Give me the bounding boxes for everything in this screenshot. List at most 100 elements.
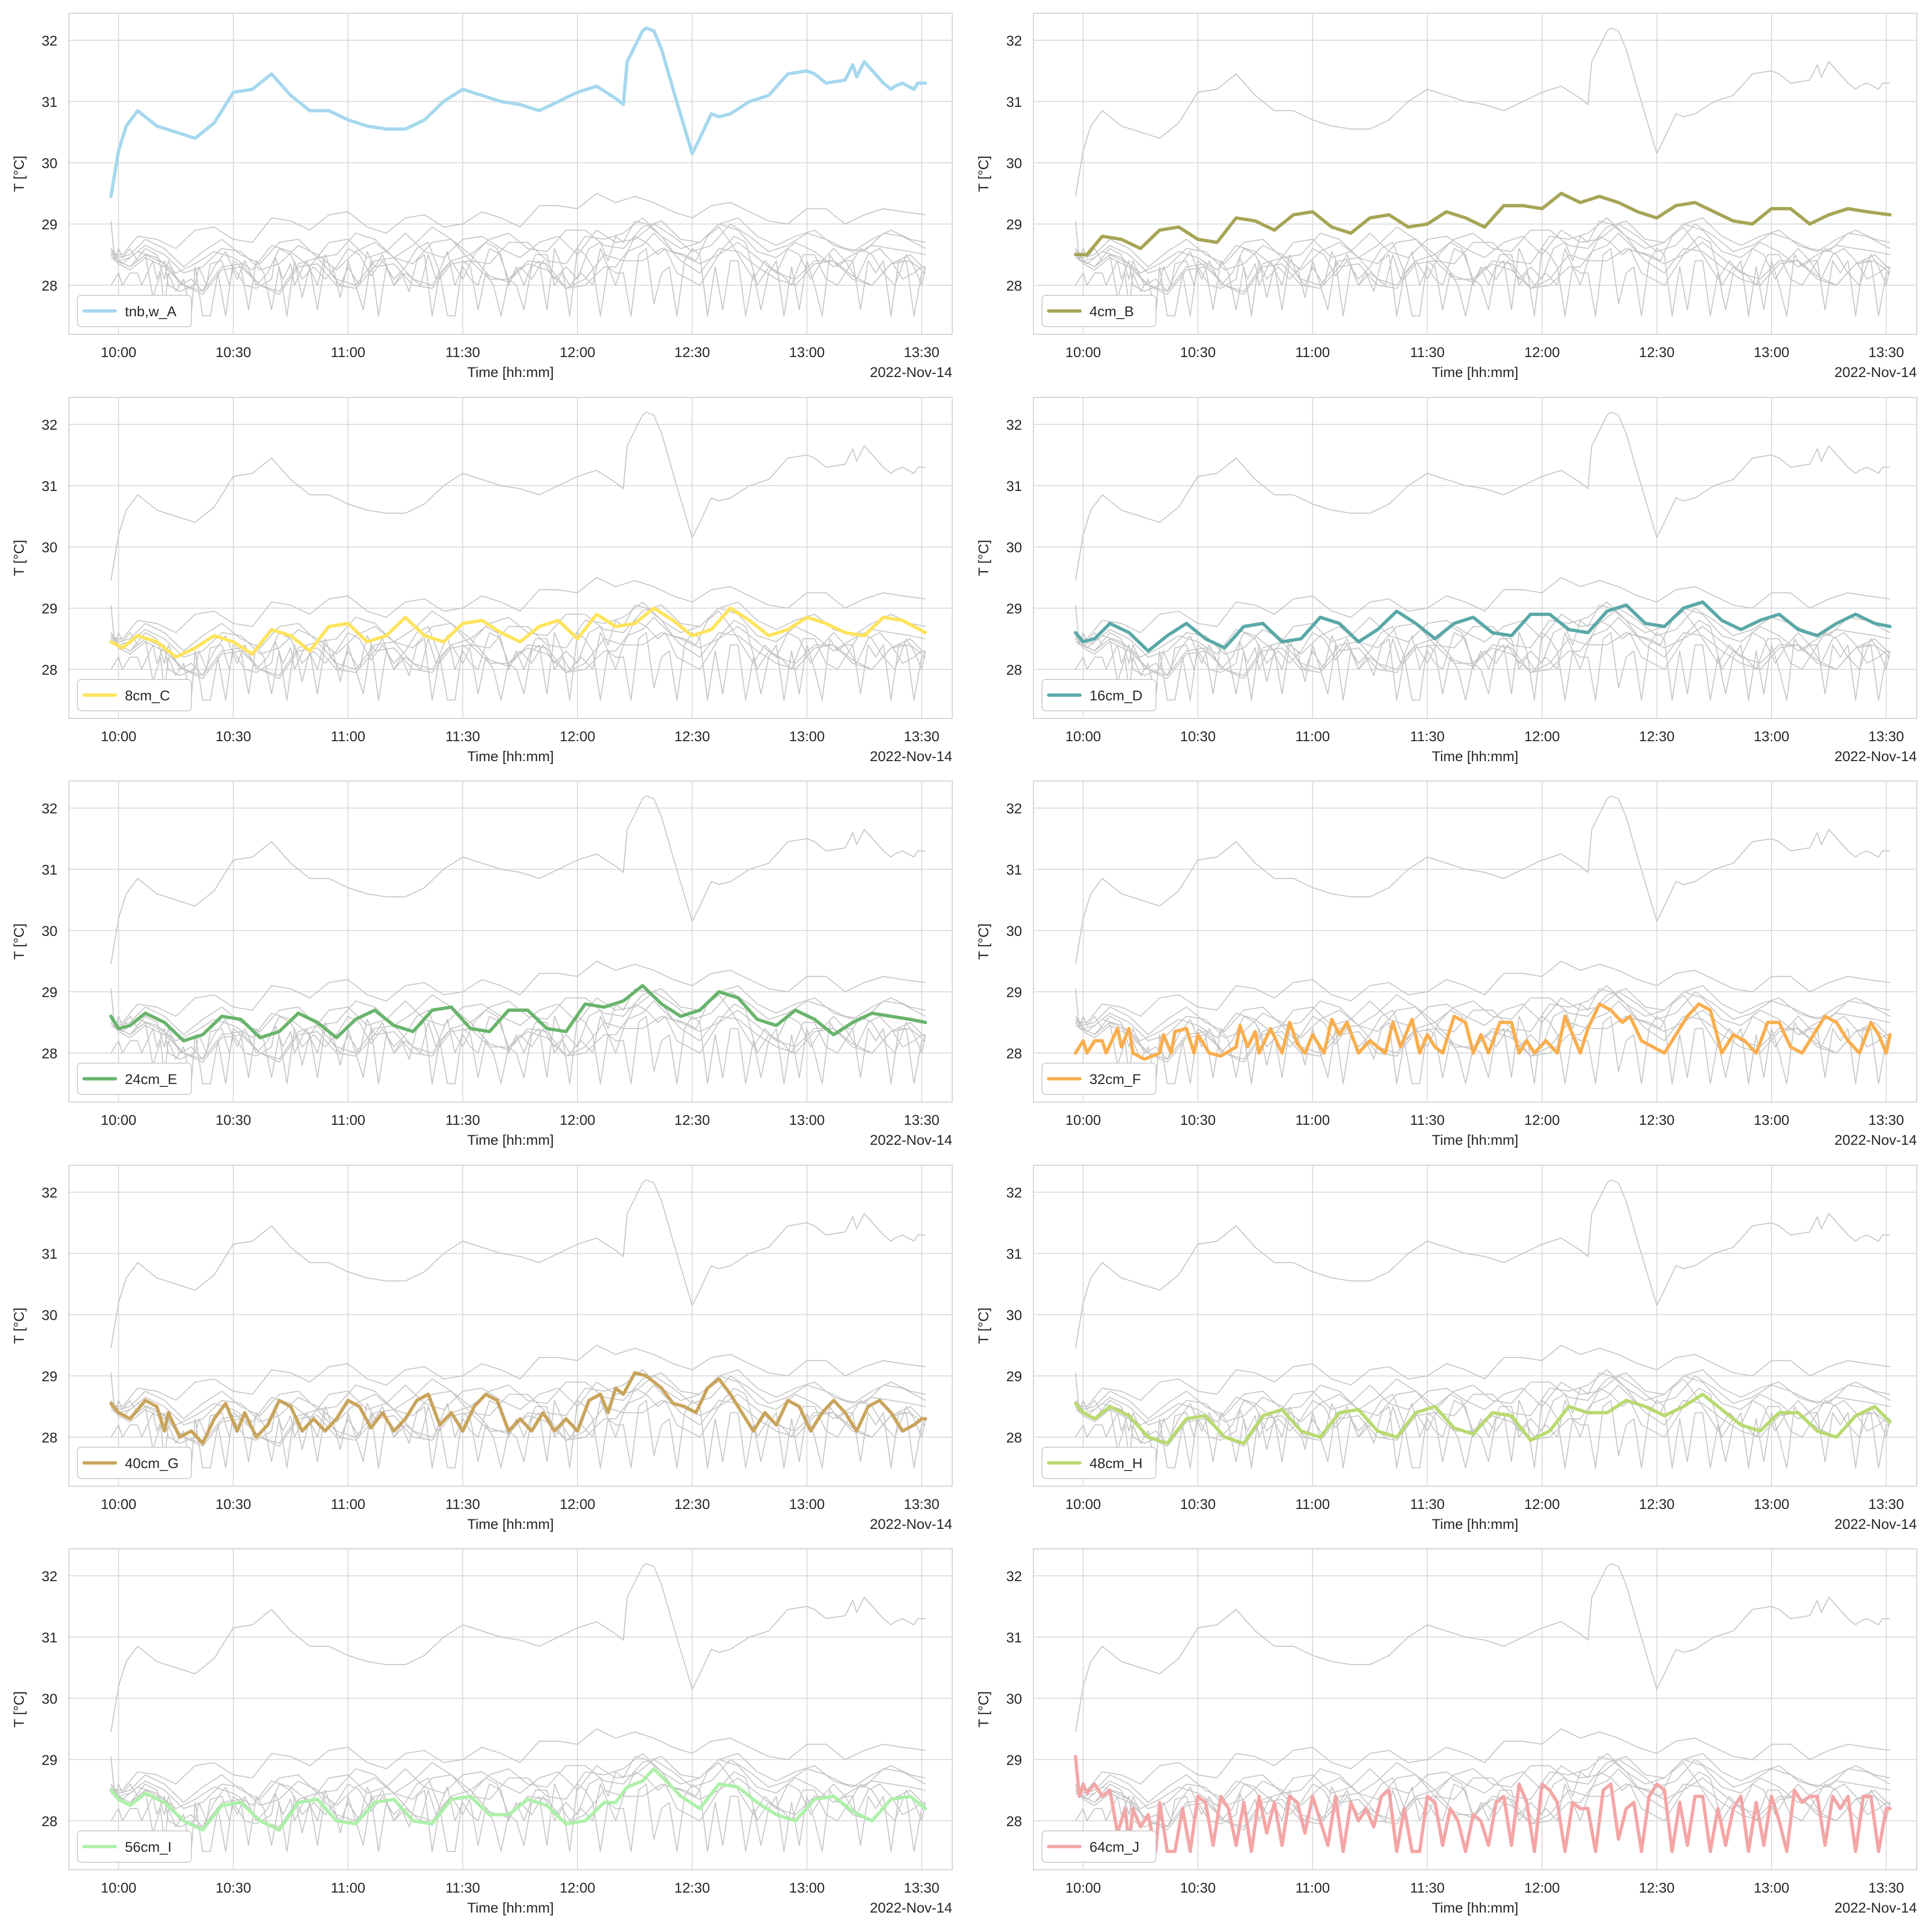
y-tick-label: 28 — [42, 278, 57, 294]
date-label: 2022-Nov-14 — [1835, 1900, 1917, 1916]
x-tick-label: 11:30 — [1410, 1497, 1445, 1512]
reference-line-8cm_C — [111, 991, 926, 1041]
y-tick-label: 32 — [42, 1185, 57, 1201]
x-tick-label: 11:00 — [331, 1880, 365, 1896]
x-tick-label: 10:30 — [216, 1112, 251, 1128]
legend-box — [77, 1063, 192, 1095]
series-line-32cm_F — [1074, 1002, 1892, 1061]
reference-line-tnb,w_A — [110, 795, 926, 964]
legend-label: 16cm_D — [1089, 688, 1143, 704]
plot-area — [68, 1548, 953, 1870]
x-axis-label: Time [hh:mm] — [1432, 1900, 1518, 1916]
plot-area — [1033, 397, 1917, 719]
reference-line-56cm_I — [110, 1385, 926, 1447]
reference-line-4cm_B — [1075, 961, 1890, 1023]
reference-line-40cm_G — [110, 988, 926, 1060]
y-tick-label: 30 — [1006, 1308, 1022, 1323]
legend-box — [1042, 1447, 1156, 1479]
x-tick-label: 13:00 — [1753, 729, 1789, 745]
reference-line-4cm_B — [111, 1728, 926, 1791]
subplot-8cm_C: 10:00 10:30 11:00 11:30 12:00 12:30 13:00 13:30… — [11, 397, 953, 764]
y-axis-label: T [°C] — [11, 540, 27, 576]
x-tick-label: 11:00 — [1295, 729, 1330, 745]
x-tick-label: 12:30 — [1639, 1497, 1675, 1512]
x-tick-label: 10:00 — [101, 1112, 136, 1128]
date-label: 2022-Nov-14 — [1835, 1132, 1917, 1148]
reference-line-16cm_D — [110, 985, 926, 1036]
x-axis-label: Time [hh:mm] — [1432, 1517, 1518, 1532]
reference-line-56cm_I — [1075, 617, 1891, 679]
date-label: 2022-Nov-14 — [1835, 365, 1917, 380]
reference-line-4cm_B — [1075, 1728, 1890, 1791]
legend-label: 8cm_C — [125, 688, 170, 704]
y-tick-label: 29 — [1006, 601, 1022, 617]
legend-label: tnb,w_A — [125, 304, 176, 320]
reference-line-24cm_E — [1075, 1753, 1890, 1809]
y-axis-label: T [°C] — [11, 156, 27, 192]
legend-label: 48cm_H — [1089, 1456, 1143, 1471]
x-tick-label: 11:30 — [445, 729, 480, 745]
plot-area — [68, 781, 953, 1103]
date-label: 2022-Nov-14 — [870, 749, 952, 764]
reference-line-16cm_D — [110, 1369, 926, 1420]
x-tick-label: 10:30 — [1180, 729, 1216, 745]
x-tick-label: 12:00 — [1524, 1880, 1560, 1896]
x-tick-label: 11:30 — [1410, 1112, 1445, 1128]
series-line-16cm_D — [1074, 600, 1892, 653]
x-tick-label: 12:30 — [674, 1112, 710, 1128]
x-axis-label: Time [hh:mm] — [467, 365, 554, 380]
date-label: 2022-Nov-14 — [870, 1900, 952, 1916]
x-tick-label: 10:30 — [1180, 1497, 1216, 1512]
reference-line-56cm_I — [1075, 233, 1891, 295]
x-tick-label: 11:30 — [1410, 345, 1445, 360]
x-tick-label: 13:00 — [1753, 345, 1789, 360]
y-tick-label: 29 — [42, 601, 57, 617]
reference-line-48cm_H — [110, 242, 926, 292]
y-axis-label: T [°C] — [976, 1691, 992, 1727]
legend-label: 40cm_G — [125, 1456, 179, 1471]
reference-traces — [1075, 28, 1891, 317]
y-axis-label: T [°C] — [976, 924, 992, 960]
reference-line-56cm_I — [110, 1000, 926, 1063]
y-tick-label: 30 — [1006, 156, 1022, 171]
reference-line-56cm_I — [110, 617, 926, 679]
reference-line-24cm_E — [1075, 985, 1890, 1041]
legend: 8cm_C — [77, 679, 192, 711]
x-tick-label: 13:00 — [1753, 1497, 1789, 1512]
y-tick-label: 32 — [42, 33, 57, 49]
series-line-24cm_E — [109, 984, 928, 1043]
x-tick-label: 13:30 — [904, 1497, 939, 1512]
y-tick-label: 30 — [42, 1691, 57, 1707]
reference-line-16cm_D — [110, 1753, 926, 1803]
reference-line-64cm_J — [110, 221, 926, 317]
reference-line-8cm_C — [1075, 223, 1891, 273]
reference-line-24cm_E — [1075, 601, 1890, 658]
x-tick-label: 12:30 — [674, 1497, 710, 1512]
reference-line-4cm_B — [111, 577, 926, 640]
y-tick-label: 32 — [42, 417, 57, 433]
y-tick-label: 30 — [1006, 1691, 1022, 1707]
x-tick-label: 12:30 — [1639, 1880, 1675, 1896]
y-tick-label: 28 — [42, 1430, 57, 1446]
series-line-4cm_B — [1074, 191, 1892, 256]
x-tick-label: 12:00 — [559, 345, 595, 360]
x-tick-label: 13:30 — [904, 1112, 939, 1128]
x-tick-label: 13:00 — [1753, 1880, 1789, 1896]
reference-line-64cm_J — [110, 989, 926, 1084]
x-axis-label: Time [hh:mm] — [467, 749, 554, 764]
x-tick-label: 12:00 — [559, 1497, 595, 1512]
x-tick-label: 12:00 — [1524, 729, 1560, 745]
y-tick-label: 31 — [42, 479, 57, 494]
reference-line-16cm_D — [1075, 1369, 1890, 1420]
reference-line-8cm_C — [111, 1375, 926, 1425]
legend-box — [1042, 1830, 1156, 1863]
legend: 64cm_J — [1042, 1830, 1156, 1863]
x-tick-label: 10:30 — [216, 729, 251, 745]
reference-line-4cm_B — [1075, 577, 1890, 640]
x-tick-label: 11:00 — [1295, 1880, 1330, 1896]
x-tick-label: 10:30 — [216, 1497, 251, 1512]
reference-line-tnb,w_A — [1075, 1563, 1890, 1732]
x-tick-label: 13:30 — [1868, 1880, 1904, 1896]
x-tick-label: 12:00 — [1524, 1112, 1560, 1128]
legend: 40cm_G — [77, 1447, 192, 1479]
